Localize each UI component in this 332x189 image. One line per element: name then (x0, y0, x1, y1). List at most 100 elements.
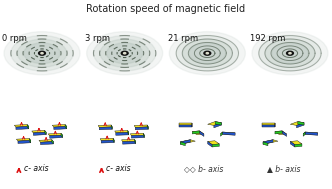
Polygon shape (100, 138, 114, 141)
Circle shape (204, 51, 211, 55)
Polygon shape (98, 125, 112, 127)
Polygon shape (263, 140, 278, 143)
Polygon shape (33, 132, 46, 135)
Text: 192 rpm: 192 rpm (250, 33, 286, 43)
Polygon shape (208, 141, 219, 145)
Polygon shape (115, 131, 129, 133)
Circle shape (206, 53, 208, 54)
Text: ◇◇ b- axis: ◇◇ b- axis (184, 164, 223, 173)
Polygon shape (101, 140, 114, 143)
Circle shape (169, 32, 245, 75)
Circle shape (289, 53, 291, 54)
Polygon shape (65, 125, 67, 129)
Text: ▲ b- axis: ▲ b- axis (267, 164, 300, 173)
Polygon shape (212, 144, 219, 147)
Polygon shape (295, 144, 302, 147)
Polygon shape (52, 125, 67, 127)
Circle shape (24, 43, 60, 64)
Polygon shape (290, 141, 302, 145)
Polygon shape (180, 140, 191, 144)
Circle shape (176, 36, 238, 71)
Polygon shape (41, 142, 53, 145)
Polygon shape (275, 131, 282, 134)
Polygon shape (179, 123, 192, 125)
Circle shape (11, 36, 73, 71)
Polygon shape (263, 140, 273, 144)
Polygon shape (298, 122, 304, 125)
Polygon shape (111, 125, 112, 129)
Polygon shape (179, 125, 192, 127)
Text: 3 rpm: 3 rpm (85, 33, 110, 43)
Polygon shape (208, 141, 212, 147)
Polygon shape (290, 122, 304, 125)
Polygon shape (134, 125, 148, 127)
Circle shape (183, 39, 232, 67)
Circle shape (41, 53, 43, 54)
Polygon shape (116, 132, 129, 135)
Polygon shape (192, 131, 204, 135)
Circle shape (272, 43, 308, 64)
Polygon shape (134, 139, 135, 144)
Polygon shape (131, 135, 144, 138)
Polygon shape (122, 139, 135, 142)
Polygon shape (52, 140, 53, 144)
Circle shape (17, 39, 67, 67)
Circle shape (4, 32, 80, 75)
Text: c- axis: c- axis (24, 164, 48, 173)
Polygon shape (290, 141, 295, 147)
Polygon shape (44, 130, 46, 135)
Polygon shape (208, 122, 221, 125)
Polygon shape (143, 133, 144, 138)
Polygon shape (192, 131, 200, 134)
Polygon shape (147, 125, 148, 129)
Circle shape (87, 32, 163, 75)
Circle shape (287, 51, 293, 55)
Circle shape (100, 39, 149, 67)
Polygon shape (263, 142, 268, 146)
Polygon shape (135, 127, 148, 130)
Polygon shape (123, 141, 135, 144)
Circle shape (189, 43, 225, 64)
Text: 0 rpm: 0 rpm (2, 33, 27, 43)
Polygon shape (48, 133, 62, 136)
Polygon shape (50, 135, 62, 138)
Polygon shape (99, 127, 112, 130)
Polygon shape (262, 125, 275, 127)
Polygon shape (275, 131, 287, 135)
Polygon shape (305, 132, 318, 135)
Polygon shape (16, 126, 29, 129)
Circle shape (259, 36, 321, 71)
Polygon shape (262, 123, 275, 125)
Circle shape (265, 39, 315, 67)
Polygon shape (16, 139, 31, 141)
Polygon shape (39, 140, 53, 142)
Polygon shape (180, 142, 185, 146)
Circle shape (121, 51, 128, 55)
Circle shape (107, 43, 143, 64)
Polygon shape (296, 123, 304, 128)
Polygon shape (200, 131, 204, 136)
Polygon shape (282, 131, 287, 136)
Polygon shape (32, 130, 46, 133)
Text: c- axis: c- axis (107, 164, 131, 173)
Text: Rotation speed of magnetic field: Rotation speed of magnetic field (86, 4, 246, 13)
Polygon shape (18, 140, 31, 143)
Polygon shape (130, 133, 144, 136)
Circle shape (252, 32, 328, 75)
Polygon shape (54, 126, 67, 129)
Polygon shape (220, 132, 222, 136)
Polygon shape (214, 123, 221, 128)
Polygon shape (215, 122, 221, 125)
Polygon shape (61, 133, 62, 138)
Polygon shape (113, 138, 114, 143)
Polygon shape (27, 125, 29, 129)
Circle shape (39, 51, 45, 55)
Polygon shape (180, 140, 195, 143)
Polygon shape (128, 131, 129, 135)
Polygon shape (303, 132, 318, 135)
Text: 21 rpm: 21 rpm (168, 33, 198, 43)
Circle shape (124, 53, 126, 54)
Polygon shape (29, 139, 31, 143)
Polygon shape (14, 125, 29, 127)
Circle shape (94, 36, 156, 71)
